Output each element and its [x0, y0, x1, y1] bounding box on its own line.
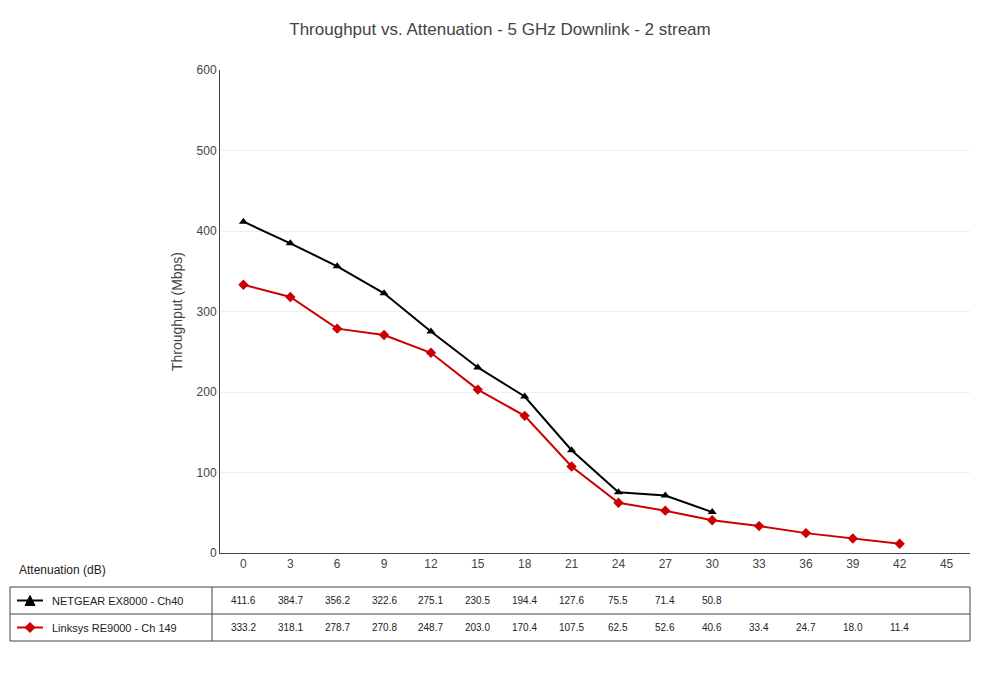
svg-text:107.5: 107.5: [559, 622, 584, 633]
svg-text:75.5: 75.5: [608, 595, 628, 606]
svg-text:270.8: 270.8: [372, 622, 397, 633]
svg-text:322.6: 322.6: [372, 595, 397, 606]
svg-text:333.2: 333.2: [231, 622, 256, 633]
svg-text:NETGEAR EX8000 - Ch40: NETGEAR EX8000 - Ch40: [52, 595, 183, 607]
svg-text:24.7: 24.7: [796, 622, 816, 633]
svg-text:40.6: 40.6: [702, 622, 722, 633]
svg-text:15: 15: [471, 557, 485, 571]
svg-text:356.2: 356.2: [325, 595, 350, 606]
svg-text:0: 0: [210, 546, 217, 560]
svg-text:318.1: 318.1: [278, 622, 303, 633]
svg-text:21: 21: [565, 557, 579, 571]
svg-text:384.7: 384.7: [278, 595, 303, 606]
svg-text:33.4: 33.4: [749, 622, 769, 633]
svg-text:170.4: 170.4: [512, 622, 537, 633]
svg-text:3: 3: [287, 557, 294, 571]
svg-text:194.4: 194.4: [512, 595, 537, 606]
svg-text:52.6: 52.6: [655, 622, 675, 633]
svg-text:27: 27: [659, 557, 673, 571]
svg-text:24: 24: [612, 557, 626, 571]
svg-text:500: 500: [197, 144, 217, 158]
svg-text:203.0: 203.0: [465, 622, 490, 633]
svg-text:39: 39: [846, 557, 860, 571]
svg-text:411.6: 411.6: [231, 595, 256, 606]
svg-text:230.5: 230.5: [465, 595, 490, 606]
svg-text:11.4: 11.4: [890, 622, 909, 633]
svg-text:50.8: 50.8: [702, 595, 722, 606]
svg-text:62.5: 62.5: [608, 622, 628, 633]
svg-text:42: 42: [893, 557, 907, 571]
svg-text:18: 18: [518, 557, 532, 571]
svg-text:600: 600: [197, 63, 217, 77]
svg-text:Throughput (Mbps): Throughput (Mbps): [169, 252, 185, 371]
svg-text:400: 400: [197, 224, 217, 238]
svg-text:12: 12: [424, 557, 438, 571]
svg-text:Attenuation (dB): Attenuation (dB): [19, 563, 106, 577]
svg-text:9: 9: [381, 557, 388, 571]
svg-text:30: 30: [706, 557, 720, 571]
svg-text:6: 6: [334, 557, 341, 571]
svg-text:45: 45: [940, 557, 954, 571]
svg-text:200: 200: [197, 385, 217, 399]
svg-text:300: 300: [197, 305, 217, 319]
svg-text:248.7: 248.7: [418, 622, 443, 633]
svg-text:33: 33: [752, 557, 766, 571]
svg-text:100: 100: [197, 466, 217, 480]
svg-text:278.7: 278.7: [325, 622, 350, 633]
svg-text:275.1: 275.1: [418, 595, 443, 606]
svg-text:Linksys RE9000 - Ch 149: Linksys RE9000 - Ch 149: [52, 622, 177, 634]
svg-text:71.4: 71.4: [655, 595, 675, 606]
svg-text:Throughput vs. Attenuation - 5: Throughput vs. Attenuation - 5 GHz Downl…: [289, 20, 710, 39]
svg-text:18.0: 18.0: [843, 622, 863, 633]
svg-text:36: 36: [799, 557, 813, 571]
svg-text:0: 0: [240, 557, 247, 571]
svg-text:127.6: 127.6: [559, 595, 584, 606]
